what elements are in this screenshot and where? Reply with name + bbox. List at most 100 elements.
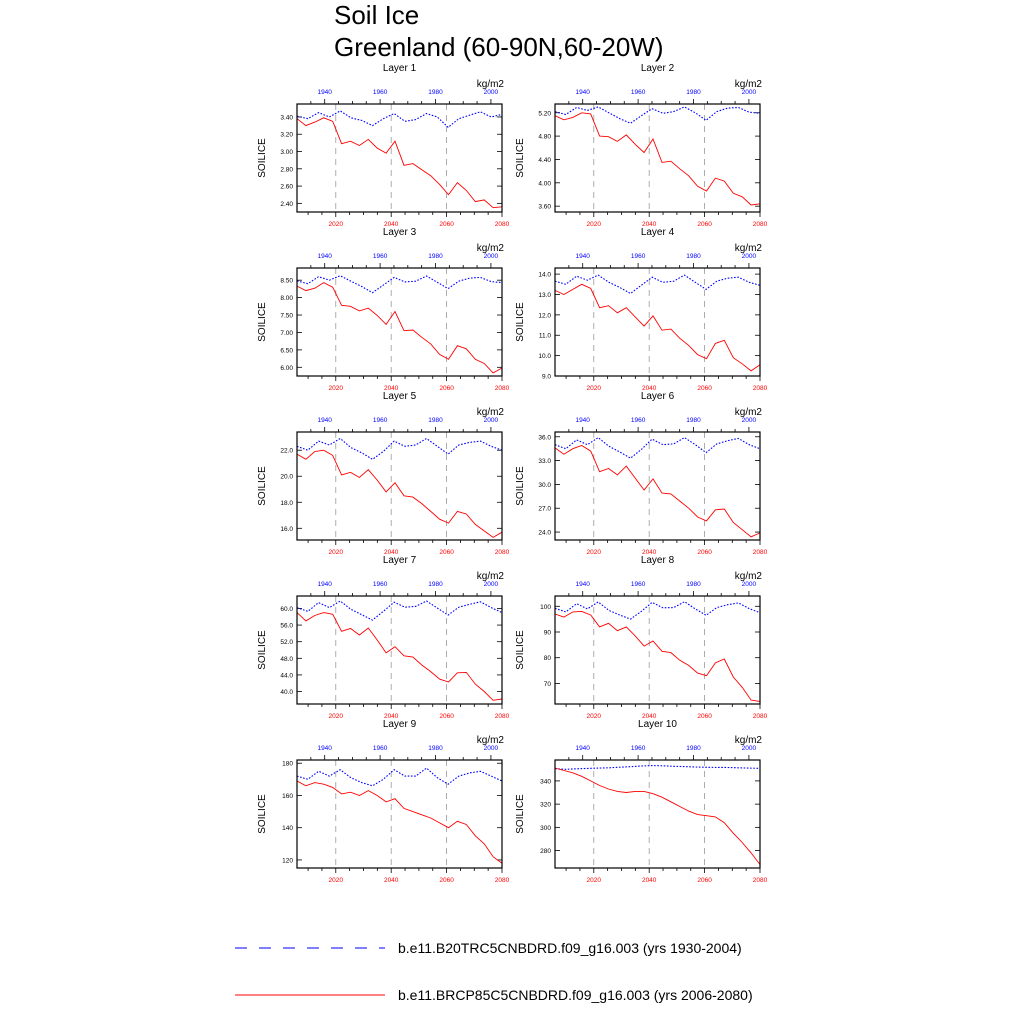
x-bottom-tick-label: 2020 — [329, 877, 344, 884]
x-top-tick-label: 2000 — [742, 581, 757, 588]
x-top-tick-label: 1940 — [317, 89, 332, 96]
panel-6: Layer 6 kg/m2 SOILICE 36.0 33.0 30.0 27.0 24.0 2… — [515, 391, 768, 556]
x-bottom-tick-label: 2080 — [753, 877, 768, 884]
plot-frame — [296, 431, 503, 541]
panel-units: kg/m2 — [735, 79, 763, 90]
y-tick-label: 6.50 — [280, 347, 293, 354]
y-tick-label: 56.0 — [280, 623, 293, 630]
panel-units: kg/m2 — [477, 735, 505, 746]
x-top-tick-label: 1960 — [631, 89, 646, 96]
series-line-rcp85 — [554, 767, 761, 865]
y-tick-label: 3.20 — [280, 132, 293, 139]
y-tick-label: 2.60 — [280, 184, 293, 191]
x-top-tick-label: 1980 — [686, 581, 701, 588]
x-bottom-tick-label: 2020 — [329, 385, 344, 392]
x-bottom-tick-label: 2020 — [329, 713, 344, 720]
y-tick-label: 44.0 — [280, 672, 293, 679]
x-top-tick-label: 1960 — [373, 581, 388, 588]
x-bottom-tick-label: 2020 — [587, 713, 602, 720]
x-top-tick-label: 1980 — [686, 89, 701, 96]
page-title: Soil Ice — [334, 0, 420, 30]
series-line-rcp85 — [554, 610, 761, 702]
x-top-tick-label: 1940 — [575, 745, 590, 752]
series-line-rcp85 — [296, 117, 503, 209]
y-tick-label: 7.00 — [280, 330, 293, 337]
y-tick-label: 14.0 — [538, 272, 551, 279]
y-tick-label: 52.0 — [280, 639, 293, 646]
series-line-historical — [296, 600, 503, 621]
y-axis-label: SOILICE — [257, 630, 268, 670]
y-tick-label: 70 — [544, 681, 552, 688]
y-tick-label: 60.0 — [280, 606, 293, 613]
x-top-tick-label: 1960 — [631, 581, 646, 588]
panel-title: Layer 6 — [641, 391, 675, 402]
x-bottom-tick-label: 2040 — [384, 221, 399, 228]
series-line-historical — [554, 601, 761, 620]
series-line-rcp85 — [554, 445, 761, 538]
x-top-tick-label: 2000 — [484, 253, 499, 260]
series-line-historical — [296, 767, 503, 787]
y-tick-label: 8.00 — [280, 295, 293, 302]
x-top-tick-label: 1960 — [631, 253, 646, 260]
series-line-rcp85 — [296, 449, 503, 538]
x-bottom-tick-label: 2020 — [329, 549, 344, 556]
y-tick-label: 320 — [540, 802, 551, 809]
x-bottom-tick-label: 2060 — [697, 221, 712, 228]
panel-units: kg/m2 — [477, 243, 505, 254]
y-tick-label: 5.20 — [538, 110, 551, 117]
x-bottom-tick-label: 2080 — [495, 385, 510, 392]
x-top-tick-label: 1960 — [373, 417, 388, 424]
panel-units: kg/m2 — [477, 571, 505, 582]
x-top-tick-label: 1960 — [373, 745, 388, 752]
x-bottom-tick-label: 2060 — [697, 877, 712, 884]
x-bottom-tick-label: 2040 — [384, 549, 399, 556]
x-bottom-tick-label: 2060 — [697, 549, 712, 556]
x-bottom-tick-label: 2040 — [642, 221, 657, 228]
y-tick-label: 13.0 — [538, 292, 551, 299]
panel-8: Layer 8 kg/m2 SOILICE 100 90 80 70 2020 2040 2060… — [515, 555, 768, 720]
panel-units: kg/m2 — [735, 735, 763, 746]
panel-title: Layer 8 — [641, 555, 675, 566]
series-line-historical — [554, 106, 761, 124]
x-top-tick-label: 1980 — [686, 745, 701, 752]
y-tick-label: 27.0 — [538, 506, 551, 513]
y-tick-label: 300 — [540, 825, 551, 832]
x-top-tick-label: 1980 — [686, 253, 701, 260]
y-tick-label: 20.0 — [280, 474, 293, 481]
y-tick-label: 180 — [282, 761, 293, 768]
y-tick-label: 120 — [282, 857, 293, 864]
x-top-tick-label: 1960 — [373, 89, 388, 96]
x-top-tick-label: 1980 — [428, 417, 443, 424]
y-tick-label: 12.0 — [538, 312, 551, 319]
x-bottom-tick-label: 2080 — [753, 221, 768, 228]
series-line-rcp85 — [554, 283, 761, 372]
x-top-tick-label: 2000 — [484, 581, 499, 588]
x-bottom-tick-label: 2040 — [642, 549, 657, 556]
x-bottom-tick-label: 2060 — [439, 385, 454, 392]
y-tick-label: 36.0 — [538, 434, 551, 441]
y-tick-label: 2.80 — [280, 166, 293, 173]
series-line-rcp85 — [296, 282, 503, 374]
y-tick-label: 4.40 — [538, 157, 551, 164]
x-bottom-tick-label: 2020 — [587, 549, 602, 556]
panel-title: Layer 9 — [383, 719, 417, 730]
x-bottom-tick-label: 2060 — [439, 713, 454, 720]
plot-frame — [554, 267, 761, 377]
x-top-tick-label: 2000 — [484, 745, 499, 752]
series-line-rcp85 — [554, 112, 761, 206]
x-top-tick-label: 1960 — [631, 745, 646, 752]
x-bottom-tick-label: 2020 — [329, 221, 344, 228]
y-axis-label: SOILICE — [515, 138, 526, 178]
y-tick-label: 4.80 — [538, 134, 551, 141]
x-bottom-tick-label: 2060 — [439, 877, 454, 884]
x-bottom-tick-label: 2040 — [384, 877, 399, 884]
panel-5: Layer 5 kg/m2 SOILICE 22.0 20.0 18.0 16.0 2020 2… — [257, 391, 510, 556]
panel-title: Layer 7 — [383, 555, 417, 566]
panel-title: Layer 5 — [383, 391, 417, 402]
series-line-rcp85 — [296, 780, 503, 864]
y-tick-label: 16.0 — [280, 526, 293, 533]
x-top-tick-label: 2000 — [742, 253, 757, 260]
x-top-tick-label: 1980 — [428, 253, 443, 260]
x-bottom-tick-label: 2060 — [697, 385, 712, 392]
